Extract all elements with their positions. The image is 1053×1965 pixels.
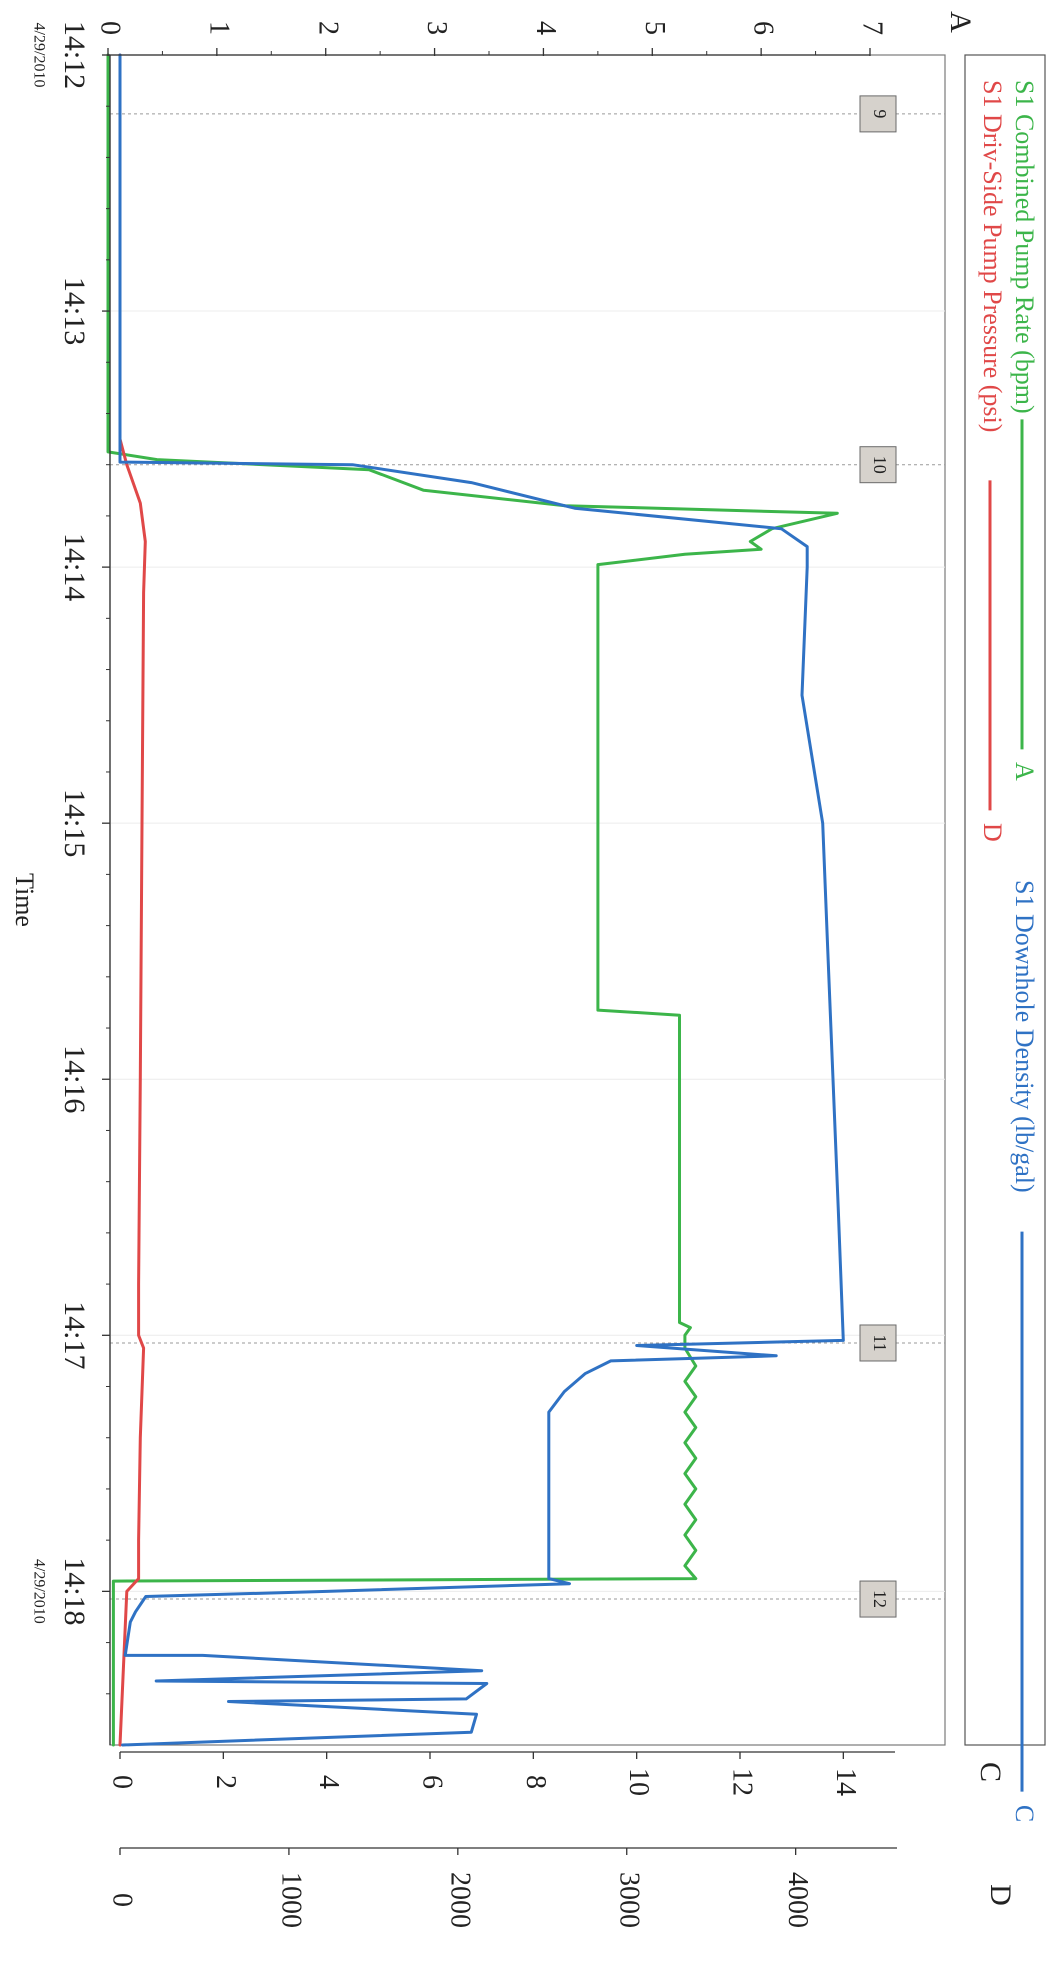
axis-d-tick-label: 4000 <box>782 1872 813 1928</box>
axis-a-tick-label: 0 <box>95 21 126 35</box>
marker-label: 9 <box>870 109 890 118</box>
axis-c-tick-label: 4 <box>313 1775 344 1789</box>
time-tick-label: 14:17 <box>58 1301 91 1369</box>
axis-a-tick-label: 7 <box>857 21 888 35</box>
time-tick-label: 14:12 <box>58 21 91 89</box>
marker-box <box>859 1580 897 1618</box>
legend-pump-pressure-label: S1 Driv-Side Pump Pressure (psi) <box>978 80 1007 432</box>
time-tick-date: 4/29/2010 <box>30 1559 47 1624</box>
axis-a-tick-label: 1 <box>203 21 234 35</box>
axis-d-title: D <box>984 1884 1017 1906</box>
legend-density-axis-tag: C <box>1010 1805 1039 1822</box>
marker-box <box>859 95 897 133</box>
marker-label: 11 <box>870 1334 890 1351</box>
axis-d-tick-label: 3000 <box>613 1872 644 1928</box>
series-pump-rate <box>106 53 839 1747</box>
series-pump-pressure <box>118 53 147 1747</box>
axis-c-tick-label: 6 <box>417 1775 448 1789</box>
time-tick-label: 14:16 <box>58 1045 91 1113</box>
axis-a-tick-label: 3 <box>421 21 452 35</box>
time-tick-label: 14:13 <box>58 277 91 345</box>
legend-pump-rate-axis-tag: A <box>1010 762 1039 781</box>
series-layer <box>106 53 845 1747</box>
axis-d-tick-label: 0 <box>107 1893 138 1907</box>
axis-d-tick-label: 1000 <box>275 1872 306 1928</box>
axis-c-tick-label: 14 <box>830 1768 861 1796</box>
axis-a-tick-label: 4 <box>530 21 561 35</box>
axis-c-tick-label: 12 <box>727 1768 758 1796</box>
time-axis-title: Time <box>10 873 39 927</box>
marker-box <box>859 446 897 484</box>
axis-c-title: C <box>974 1762 1007 1782</box>
legend-pump-pressure-axis-tag: D <box>978 823 1007 842</box>
axis-c-tick-label: 10 <box>623 1768 654 1796</box>
time-tick-label: 14:18 <box>58 1557 91 1625</box>
time-tick-label: 14:14 <box>58 533 91 601</box>
axis-a-tick-label: 2 <box>312 21 343 35</box>
axis-c-tick-label: 0 <box>107 1775 138 1789</box>
plot-frame <box>109 54 946 1746</box>
series-density <box>118 53 845 1747</box>
marker-label: 12 <box>870 1590 890 1608</box>
axis-a-tick-label: 6 <box>748 21 779 35</box>
time-tick-label: 14:15 <box>58 789 91 857</box>
axis-a-title: A <box>944 11 977 33</box>
legend-density-label: S1 Downhole Density (lb/gal) <box>1010 880 1039 1193</box>
legend: S1 Combined Pump Rate (bpm) A S1 Driv-Side… <box>964 54 1046 1822</box>
axis-d-tick-label: 2000 <box>444 1872 475 1928</box>
marker-label: 10 <box>870 456 890 474</box>
marker-box <box>859 1324 897 1362</box>
axis-c-tick-label: 8 <box>520 1775 551 1789</box>
axis-c-tick-label: 2 <box>210 1775 241 1789</box>
time-tick-date: 4/29/2010 <box>30 23 47 88</box>
grid: 9 10 11 12 <box>109 54 946 1746</box>
legend-box <box>964 54 1046 1746</box>
axis-a-tick-label: 5 <box>639 21 670 35</box>
axes-layer: 0 1 2 3 4 5 6 7 A0 2 4 6 8 10 12 14 C0 1000 2000 3000 4000 D1… <box>10 11 1017 1928</box>
legend-pump-rate-label: S1 Combined Pump Rate (bpm) <box>1010 80 1039 414</box>
